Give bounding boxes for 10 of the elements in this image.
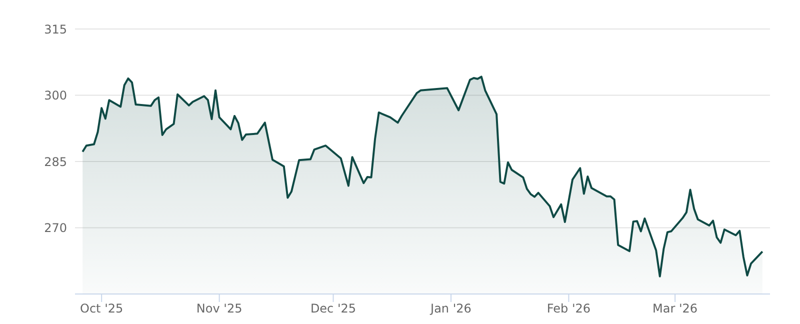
y-tick-label: 270 [44, 221, 67, 236]
y-tick-label: 300 [44, 88, 67, 103]
x-tick-label: Mar '26 [652, 302, 698, 316]
x-tick-label: Oct '25 [80, 302, 124, 316]
x-tick-label: Dec '25 [310, 302, 356, 316]
x-tick-label: Feb '26 [546, 302, 591, 316]
x-tick-label: Jan '26 [430, 302, 472, 316]
y-tick-label: 315 [44, 22, 67, 36]
x-tick-label: Nov '25 [196, 302, 242, 316]
y-tick-label: 285 [44, 154, 67, 169]
